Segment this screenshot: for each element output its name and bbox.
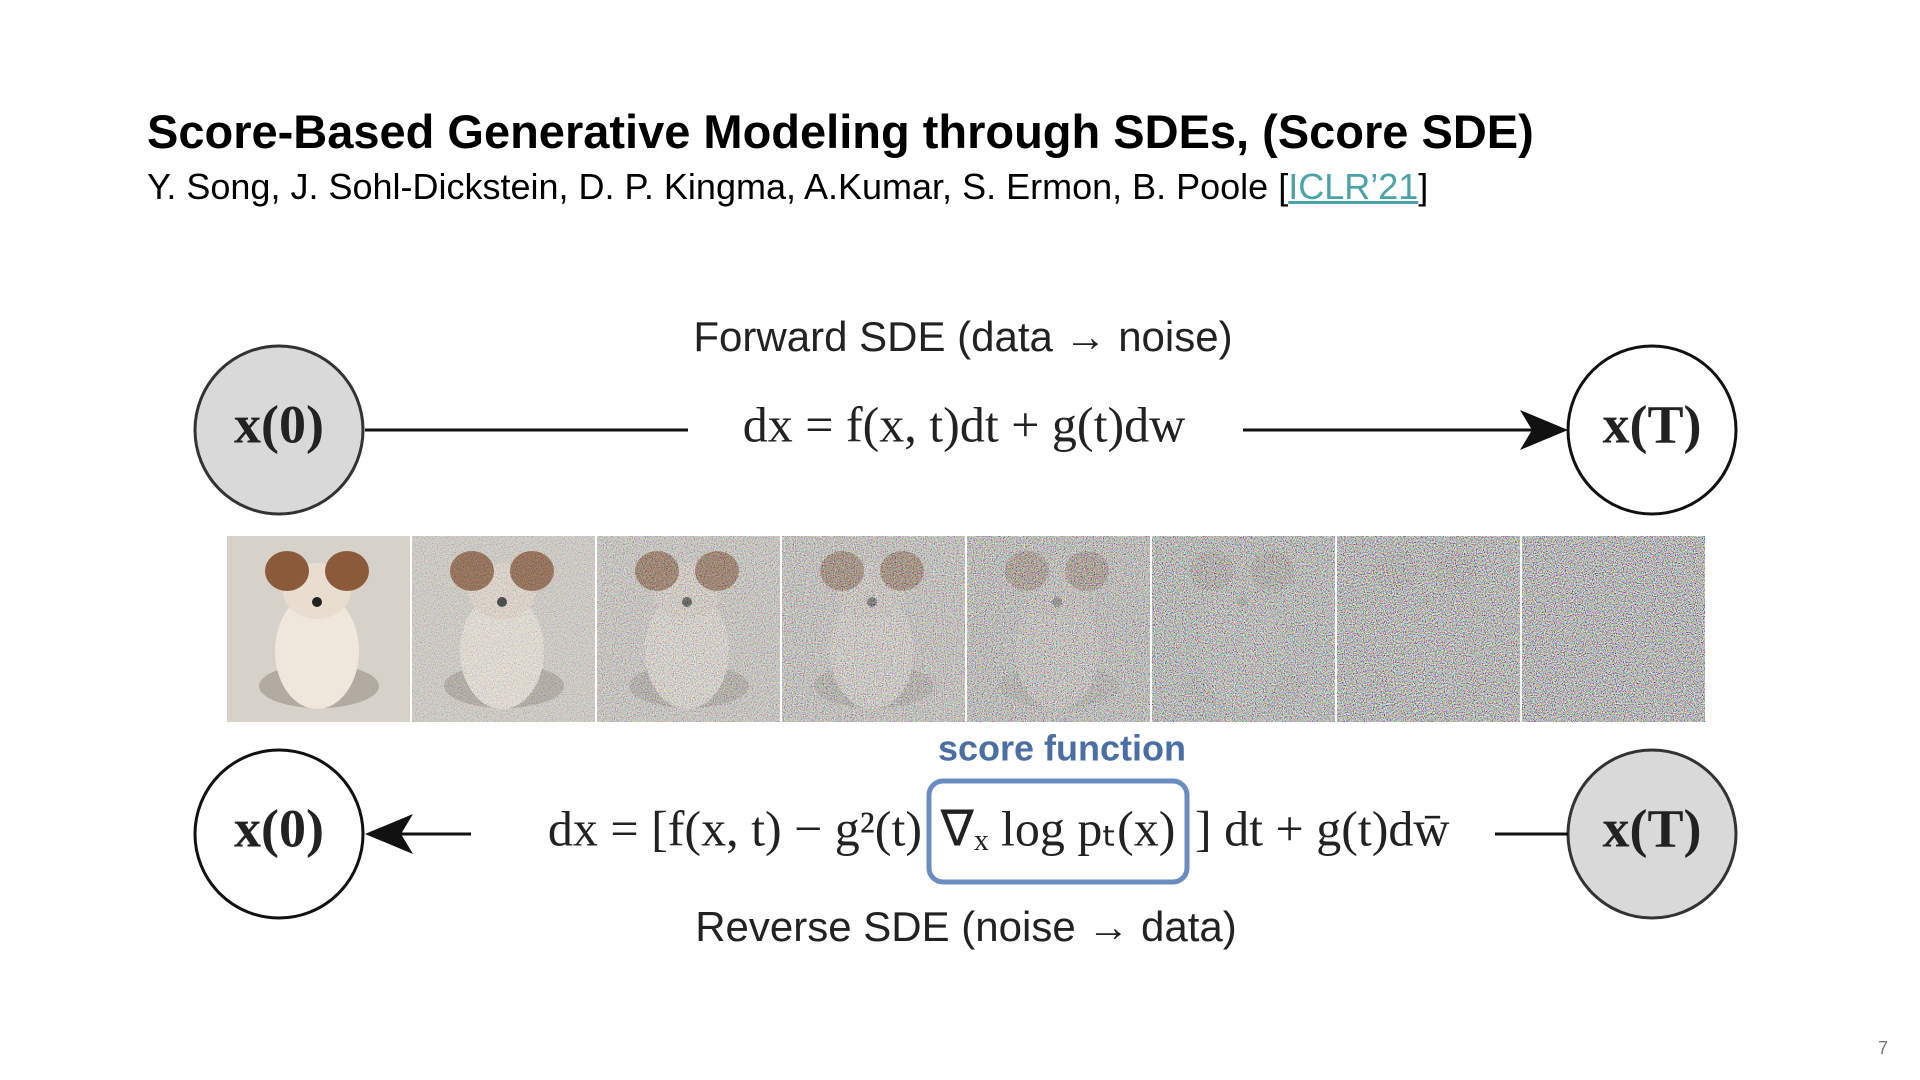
noisy-image xyxy=(1522,536,1705,722)
dog-ear xyxy=(325,551,369,591)
noise xyxy=(782,536,965,722)
slide-title: Score-Based Generative Modeling through … xyxy=(147,105,1534,158)
noisy-image xyxy=(967,536,1150,722)
forward-equation: dx = f(x, t)dt + g(t)dw xyxy=(743,396,1185,452)
node-label: x(T) xyxy=(1603,394,1702,454)
score-term: ∇ₓ log pₜ(x) xyxy=(940,800,1176,856)
node-label: x(0) xyxy=(234,798,324,858)
noisy-image xyxy=(1152,536,1335,722)
authors-end: ] xyxy=(1418,166,1429,207)
arrowhead xyxy=(1520,410,1568,450)
noisy-image xyxy=(782,536,965,722)
forward-label: Forward SDE (data → noise) xyxy=(693,313,1232,360)
reverse-label: Reverse SDE (noise → data) xyxy=(695,903,1237,950)
noisy-image xyxy=(597,536,780,722)
score-label: score function xyxy=(938,728,1186,769)
reverse-equation-part: ] dt + g(t)dw̄ xyxy=(1195,800,1450,856)
node-start xyxy=(193,344,365,516)
dog-body xyxy=(275,593,359,709)
node-label: x(T) xyxy=(1603,798,1702,858)
noise xyxy=(967,536,1150,722)
authors: Y. Song, J. Sohl-Dickstein, D. P. Kingma… xyxy=(147,166,1289,207)
score-box xyxy=(926,778,1190,885)
noisy-image xyxy=(227,536,410,722)
dog-nose xyxy=(312,597,322,607)
page-number: 7 xyxy=(1878,1038,1889,1058)
image-strip xyxy=(227,536,1705,722)
reverse-equation-part: dx = [f(x, t) − g²(t) xyxy=(548,800,922,856)
noisy-image xyxy=(412,536,595,722)
arrowhead xyxy=(365,814,413,854)
noisy-image xyxy=(1337,536,1520,722)
noise xyxy=(1337,536,1520,722)
node-label: x(0) xyxy=(234,394,324,454)
venue-link[interactable]: ICLR’21 xyxy=(1288,166,1419,207)
noise xyxy=(1522,536,1705,722)
node-end xyxy=(193,748,365,920)
noise xyxy=(1152,536,1335,722)
dog-ear xyxy=(265,551,309,591)
authors-line: Y. Song, J. Sohl-Dickstein, D. P. Kingma… xyxy=(147,166,1428,208)
noise xyxy=(412,536,595,722)
noise xyxy=(597,536,780,722)
